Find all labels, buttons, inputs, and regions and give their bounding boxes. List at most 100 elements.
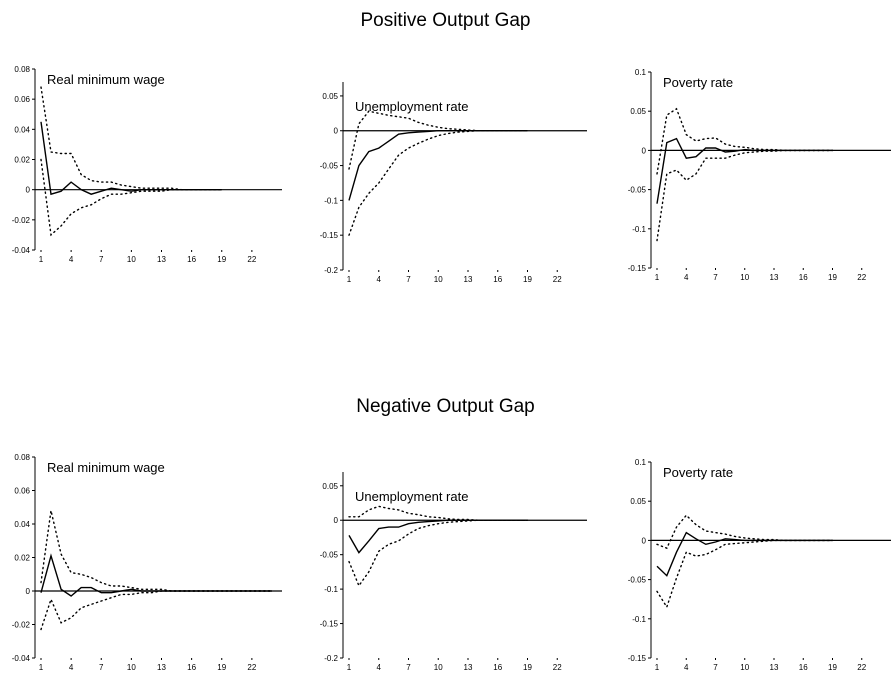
upper-confidence-band — [656, 107, 834, 175]
y-tick-label: 0.04 — [14, 520, 30, 529]
x-tick-label: 10 — [740, 273, 749, 282]
x-tick-label: 13 — [770, 663, 779, 672]
y-tick-label: -0.05 — [320, 551, 339, 560]
x-tick-label: 10 — [127, 663, 136, 672]
y-tick-label: -0.15 — [320, 620, 339, 629]
y-tick-label: 0.04 — [14, 125, 30, 134]
x-tick-label: 13 — [464, 275, 473, 284]
y-tick-label: -0.2 — [324, 654, 338, 663]
panel-title: Real minimum wage — [47, 460, 165, 475]
x-tick-label: 7 — [406, 663, 411, 672]
y-tick-label: -0.15 — [628, 654, 647, 663]
x-tick-label: 4 — [69, 255, 74, 264]
y-tick-label: 0 — [642, 146, 647, 155]
upper-confidence-band — [40, 510, 273, 592]
x-tick-label: 10 — [434, 663, 443, 672]
panel-title: Unemployment rate — [355, 99, 468, 114]
x-tick-label: 22 — [247, 663, 256, 672]
y-tick-label: -0.04 — [12, 654, 31, 663]
x-tick-label: 4 — [684, 273, 689, 282]
x-tick-label: 22 — [247, 255, 256, 264]
panel-title: Poverty rate — [663, 465, 733, 480]
y-tick-label: -0.2 — [324, 266, 338, 275]
x-tick-label: 22 — [553, 663, 562, 672]
x-tick-label: 19 — [828, 273, 837, 282]
x-tick-label: 22 — [553, 275, 562, 284]
lower-confidence-band — [656, 539, 834, 609]
y-tick-label: -0.05 — [628, 186, 647, 195]
panel-neg-poverty: 0.1 0.05 0 -0.05 -0.1 -0.15 1 4 7 10 13 16 19 22 Pover… — [628, 458, 891, 672]
x-tick-label: 1 — [39, 255, 44, 264]
y-tick-label: 0.06 — [14, 487, 30, 496]
x-tick-label: 16 — [799, 273, 808, 282]
y-tick-label: 0.08 — [14, 65, 30, 74]
upper-confidence-band — [656, 514, 834, 550]
impulse-response-line — [656, 137, 833, 204]
x-tick-label: 10 — [740, 663, 749, 672]
x-tick-label: 4 — [69, 663, 74, 672]
upper-confidence-band — [40, 86, 223, 191]
x-tick-label: 13 — [770, 273, 779, 282]
x-tick-label: 7 — [406, 275, 411, 284]
x-tick-label: 7 — [713, 273, 718, 282]
x-tick-label: 16 — [187, 255, 196, 264]
panel-pos-poverty: 0.1 0.05 0 -0.05 -0.1 -0.15 1 4 7 10 13 16 19 22 Pover… — [628, 68, 891, 282]
x-tick-label: 1 — [655, 273, 660, 282]
x-tick-label: 7 — [713, 663, 718, 672]
y-tick-label: 0.05 — [322, 482, 338, 491]
x-tick-label: 16 — [493, 275, 502, 284]
impulse-response-line — [656, 531, 833, 577]
x-tick-label: 1 — [347, 663, 352, 672]
lower-confidence-band — [40, 590, 273, 631]
y-tick-label: 0 — [26, 186, 31, 195]
x-tick-label: 7 — [99, 255, 104, 264]
lower-confidence-band — [348, 129, 529, 236]
x-tick-label: 19 — [523, 275, 532, 284]
x-tick-label: 19 — [217, 255, 226, 264]
x-tick-label: 19 — [523, 663, 532, 672]
impulse-response-line — [348, 129, 528, 201]
y-tick-label: -0.02 — [12, 216, 31, 225]
y-tick-label: 0 — [642, 536, 647, 545]
impulse-response-line — [40, 553, 272, 597]
y-tick-label: 0.1 — [635, 458, 647, 467]
panel-title: Real minimum wage — [47, 72, 165, 87]
x-tick-label: 7 — [99, 663, 104, 672]
y-tick-label: 0 — [334, 516, 339, 525]
lower-confidence-band — [40, 158, 223, 237]
x-tick-label: 16 — [799, 663, 808, 672]
x-tick-label: 22 — [857, 663, 866, 672]
y-tick-label: 0.05 — [630, 497, 646, 506]
impulse-response-line — [40, 121, 222, 196]
y-tick-label: -0.05 — [320, 162, 339, 171]
y-tick-label: 0.06 — [14, 95, 30, 104]
y-tick-label: -0.15 — [628, 264, 647, 273]
lower-confidence-band — [656, 149, 834, 242]
y-tick-label: 0.02 — [14, 156, 30, 165]
x-tick-label: 4 — [377, 275, 382, 284]
upper-confidence-band — [348, 110, 529, 170]
x-tick-label: 1 — [347, 275, 352, 284]
upper-confidence-band — [348, 505, 529, 521]
x-tick-label: 10 — [434, 275, 443, 284]
y-tick-label: -0.04 — [12, 246, 31, 255]
positive-gap-heading: Positive Output Gap — [360, 10, 531, 31]
x-tick-label: 19 — [828, 663, 837, 672]
x-tick-label: 13 — [464, 663, 473, 672]
panel-title: Unemployment rate — [355, 489, 468, 504]
x-tick-label: 16 — [187, 663, 196, 672]
panel-pos-unemployment: 0.05 0 -0.05 -0.1 -0.15 -0.2 1 4 7 10 13 16 19 22 Unem… — [320, 82, 587, 284]
y-tick-label: -0.1 — [632, 615, 646, 624]
y-tick-label: 0.08 — [14, 453, 30, 462]
x-tick-label: 19 — [217, 663, 226, 672]
y-tick-label: 0.05 — [630, 107, 646, 116]
panel-title: Poverty rate — [663, 75, 733, 90]
y-tick-label: -0.15 — [320, 231, 339, 240]
panel-neg-unemployment: 0.05 0 -0.05 -0.1 -0.15 -0.2 1 4 7 10 13 16 19 22 Unem… — [320, 472, 587, 672]
x-tick-label: 16 — [493, 663, 502, 672]
negative-gap-heading: Negative Output Gap — [356, 396, 535, 417]
panel-pos-real-min-wage: 0.08 0.06 0.04 0.02 0 -0.02 -0.04 1 4 7 10 13 16 19 22… — [12, 65, 282, 264]
y-tick-label: -0.1 — [324, 585, 338, 594]
y-tick-label: -0.05 — [628, 576, 647, 585]
